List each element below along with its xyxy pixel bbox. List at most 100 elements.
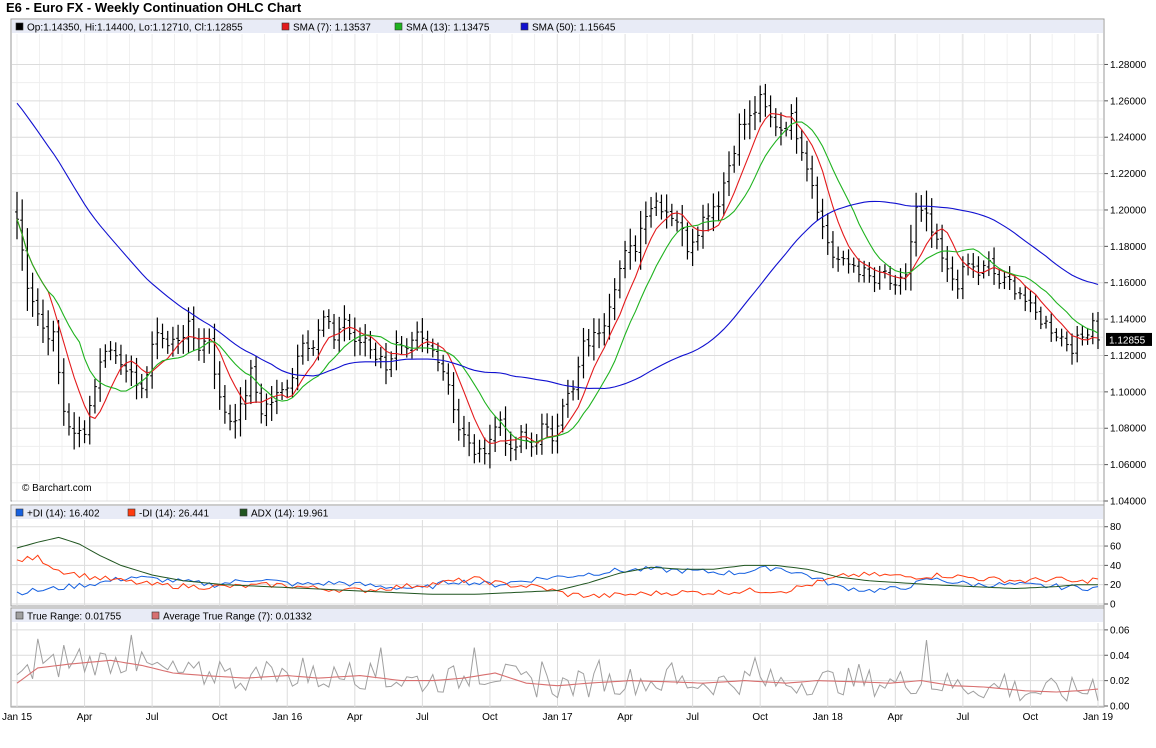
ohlc-bar [389,351,394,378]
ohlc-bar [394,330,399,371]
ohlc-bar [118,344,123,375]
y-tick-label-price: 1.14000 [1110,315,1147,326]
ohlc-bar [508,431,513,462]
x-tick-label: Apr [347,712,363,723]
y-tick-label-dmi: 80 [1110,522,1122,533]
legend-label: +DI (14): 16.402 [27,509,100,520]
y-tick-label-range: 0.06 [1110,625,1130,636]
ohlc-bar [867,262,872,283]
ohlc-bar [352,317,357,357]
x-tick-label: Jan 15 [2,712,32,723]
ohlc-bar [841,250,846,266]
ohlc-bar [799,129,804,161]
ohlc-bar [482,437,487,465]
ohlc-bar [752,96,757,131]
ohlc-bar [87,395,92,445]
ohlc-bar [960,256,965,300]
legend-label: -DI (14): 26.441 [139,509,209,520]
y-tick-label-price: 1.24000 [1110,133,1147,144]
ohlc-bar [763,83,768,117]
ohlc-bar [1002,270,1007,290]
y-tick-label-price: 1.16000 [1110,278,1147,289]
ohlc-bar [638,210,643,270]
ohlc-bar [306,330,311,362]
x-tick-label: Jan 17 [542,712,572,723]
ohlc-bar [591,318,596,361]
x-tick-label: Jan 18 [813,712,843,723]
ohlc-bar [830,231,835,269]
y-tick-label-price: 1.06000 [1110,460,1147,471]
ohlc-bar [274,379,279,415]
ohlc-bar [602,313,607,346]
ohlc-bar [420,318,425,353]
ohlc-bar [222,385,227,424]
x-tick-label: Jul [146,712,159,723]
ohlc-bar [1080,325,1085,346]
ohlc-bar [316,319,321,361]
ohlc-bar [955,269,960,299]
ohlc-bar [217,361,222,410]
ohlc-bar [675,210,680,232]
ohlc-bar [940,224,945,273]
ohlc-bar [623,240,628,279]
ohlc-bar [1070,333,1075,365]
x-tick-label: Jul [956,712,969,723]
legend-swatch [127,508,136,517]
ohlc-bar [487,424,492,469]
y-tick-label-price: 1.18000 [1110,242,1147,253]
ohlc-bar [92,379,97,414]
ohlc-bar [435,342,440,372]
ohlc-bar [820,198,825,240]
ohlc-bar [607,293,612,340]
ohlc-bar [825,213,830,255]
ohlc-bar [701,204,706,249]
legend-swatch [239,508,248,517]
ohlc-bar [981,260,986,279]
chart-title: E6 - Euro FX - Weekly Continuation OHLC … [6,0,302,15]
ohlc-bar [290,367,295,398]
last-close-marker [1106,332,1152,346]
ohlc-bar [1033,295,1038,320]
ohlc-bar [477,439,482,463]
y-tick-label-price: 1.22000 [1110,169,1147,180]
legend-label: Average True Range (7): 0.01332 [163,612,312,623]
y-tick-label-price: 1.10000 [1110,387,1147,398]
ohlc-bar [716,191,721,222]
ohlc-bar [1075,325,1080,363]
ohlc-bar [82,420,87,444]
ohlc-bar [856,258,861,283]
legend-bar-rng [12,609,1103,622]
x-tick-label: Jul [416,712,429,723]
ohlc-bar [1064,331,1069,352]
ohlc-bar [124,354,129,383]
ohlc-bar [259,383,264,424]
ohlc-bar [654,192,659,216]
y-tick-label-dmi: 40 [1110,561,1122,572]
ohlc-bar [430,338,435,358]
ohlc-bar [383,342,388,385]
ohlc-bar [1054,328,1059,342]
ohlc-bar [456,398,461,441]
ohlc-bar [212,323,217,390]
ohlc-bar [30,272,35,317]
ohlc-bar [1090,312,1095,345]
ohlc-bar [248,359,253,405]
ohlc-bar [924,190,929,232]
ohlc-bar [1007,266,1012,291]
ohlc-bar [768,95,773,128]
y-tick-label-price: 1.20000 [1110,205,1147,216]
x-tick-label: Apr [888,712,904,723]
ohlc-bar [643,201,648,245]
ohlc-bar [680,204,685,247]
ohlc-bar [451,372,456,424]
legend-label: Op:1.14350, Hi:1.14400, Lo:1.12710, Cl:1… [27,23,243,34]
x-tick-label: Oct [1023,712,1039,723]
ohlc-bar [804,140,809,182]
ohlc-bar [155,317,160,360]
ohlc-bar [467,421,472,457]
legend-label: SMA (50): 1.15645 [532,23,616,34]
ohlc-bar [893,275,898,295]
ohlc-bar [555,413,560,454]
ohlc-bar [513,436,518,461]
